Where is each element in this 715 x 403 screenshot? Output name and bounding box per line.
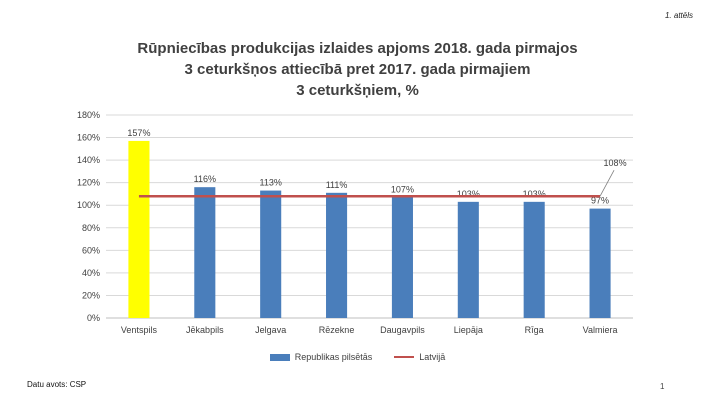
y-tick-label: 180% [77,110,100,120]
y-tick-label: 120% [77,178,100,188]
bar-value-label: 103% [523,189,546,199]
x-tick-label: Jēkabpils [186,325,224,335]
bar [194,187,216,318]
bar [523,201,545,318]
data-source: Datu avots: CSP [27,380,87,389]
y-tick-label: 80% [82,223,100,233]
y-tick-label: 160% [77,133,100,143]
legend-item-line: Latvijā [394,352,445,362]
reference-label-leader [599,170,615,197]
y-tick-label: 40% [82,268,100,278]
title-line-3: 3 ceturkšņiem, % [296,82,419,99]
x-tick-label: Rīga [525,325,544,335]
chart-title: Rūpniecības produkcijas izlaides apjoms … [0,38,715,101]
title-line-1: Rūpniecības produkcijas izlaides apjoms … [137,40,578,57]
bar [326,192,348,318]
y-tick-label: 100% [77,200,100,210]
legend-item-bars: Republikas pilsētās [269,352,373,362]
legend-label-line: Latvijā [419,352,446,362]
bar-value-label: 157% [127,128,150,138]
x-tick-label: Ventspils [121,325,158,335]
y-tick-label: 60% [82,245,100,255]
bar-value-label: 103% [457,189,480,199]
x-tick-label: Valmiera [583,325,618,335]
bar [457,201,479,318]
legend-label-bars: Republikas pilsētās [294,352,373,362]
bar [128,140,150,318]
bar [260,190,282,318]
x-tick-label: Rēzekne [319,325,355,335]
bar [391,197,413,318]
chart-legend: Republikas pilsētās Latvijā [0,352,715,362]
bar-value-label: 111% [326,180,348,190]
figure-label: 1. attēls [664,11,693,20]
bar-value-label: 107% [391,184,414,194]
bar-value-label: 97% [591,196,609,206]
legend-swatch-line [394,356,415,358]
title-line-2: 3 ceturkšņos attiecībā pret 2017. gada p… [184,61,531,78]
y-tick-label: 0% [87,313,100,323]
bar-value-label: 116% [194,174,216,184]
x-tick-label: Liepāja [454,325,483,335]
legend-swatch-bars [269,353,290,361]
x-tick-label: Jelgava [255,325,286,335]
y-tick-label: 140% [77,155,100,165]
x-tick-label: Daugavpils [380,325,425,335]
bar-value-label: 113% [260,178,282,188]
reference-line-label: 108% [604,158,627,168]
page-number: 1 [660,382,665,391]
y-tick-label: 20% [82,290,100,300]
bar [589,208,611,318]
